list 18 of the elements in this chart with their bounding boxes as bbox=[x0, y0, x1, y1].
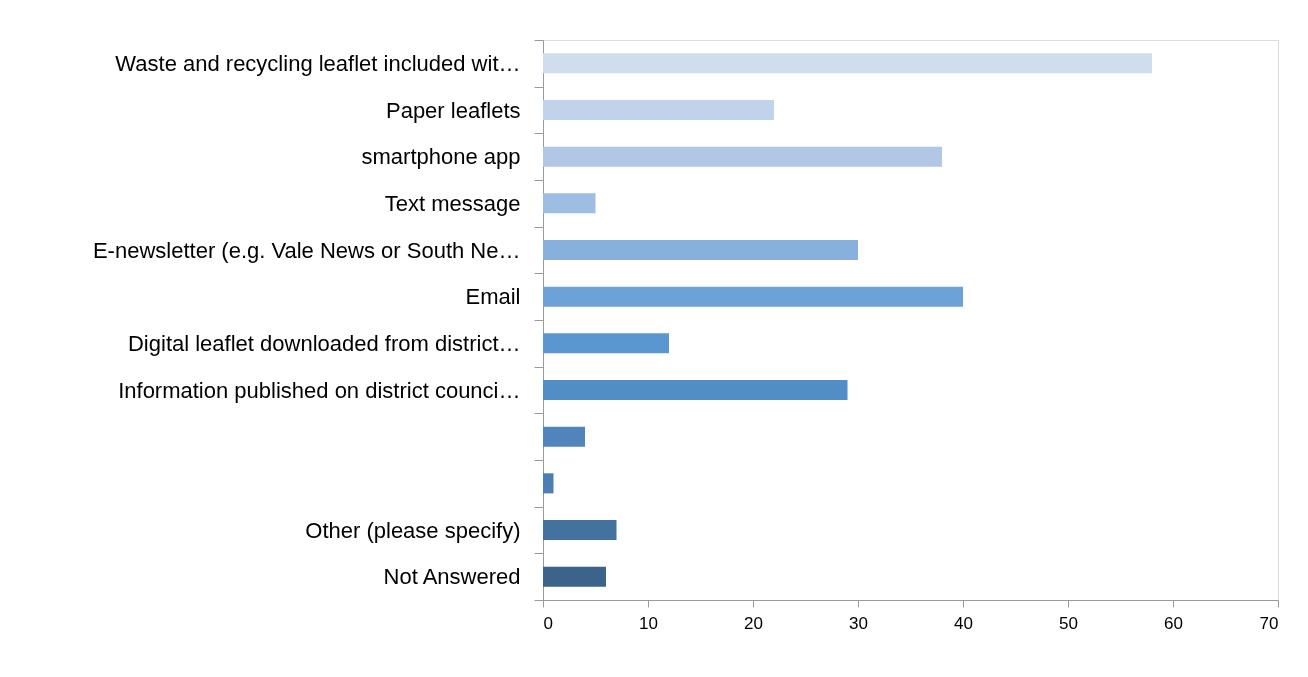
y-tick-label: Paper leaflets bbox=[385, 97, 521, 123]
y-tick-label: Information published on district counci… bbox=[118, 377, 521, 403]
x-tick-label: 20 bbox=[744, 613, 763, 633]
x-tick-label: 0 bbox=[543, 613, 553, 633]
x-tick-label: 60 bbox=[1164, 613, 1183, 633]
y-tick-label: Not Answered bbox=[383, 564, 521, 590]
y-tick-label: Text message bbox=[384, 190, 521, 216]
y-tick-label: E-newsletter (e.g. Vale News or South Ne… bbox=[92, 237, 521, 263]
x-tick-label: 70 bbox=[1259, 613, 1279, 633]
x-tick-label: 30 bbox=[849, 613, 868, 633]
x-tick-label: 40 bbox=[954, 613, 973, 633]
y-tick-label: Email bbox=[465, 284, 521, 310]
y-tick-label: Digital leaflet downloaded from district… bbox=[127, 330, 521, 356]
x-tick-label: 10 bbox=[639, 613, 658, 633]
x-tick-label: 50 bbox=[1059, 613, 1078, 633]
y-tick-label: Waste and recycling leaflet included wit… bbox=[115, 50, 521, 76]
y-tick-label: smartphone app bbox=[361, 144, 521, 170]
y-tick-label: Other (please specify) bbox=[305, 517, 521, 543]
